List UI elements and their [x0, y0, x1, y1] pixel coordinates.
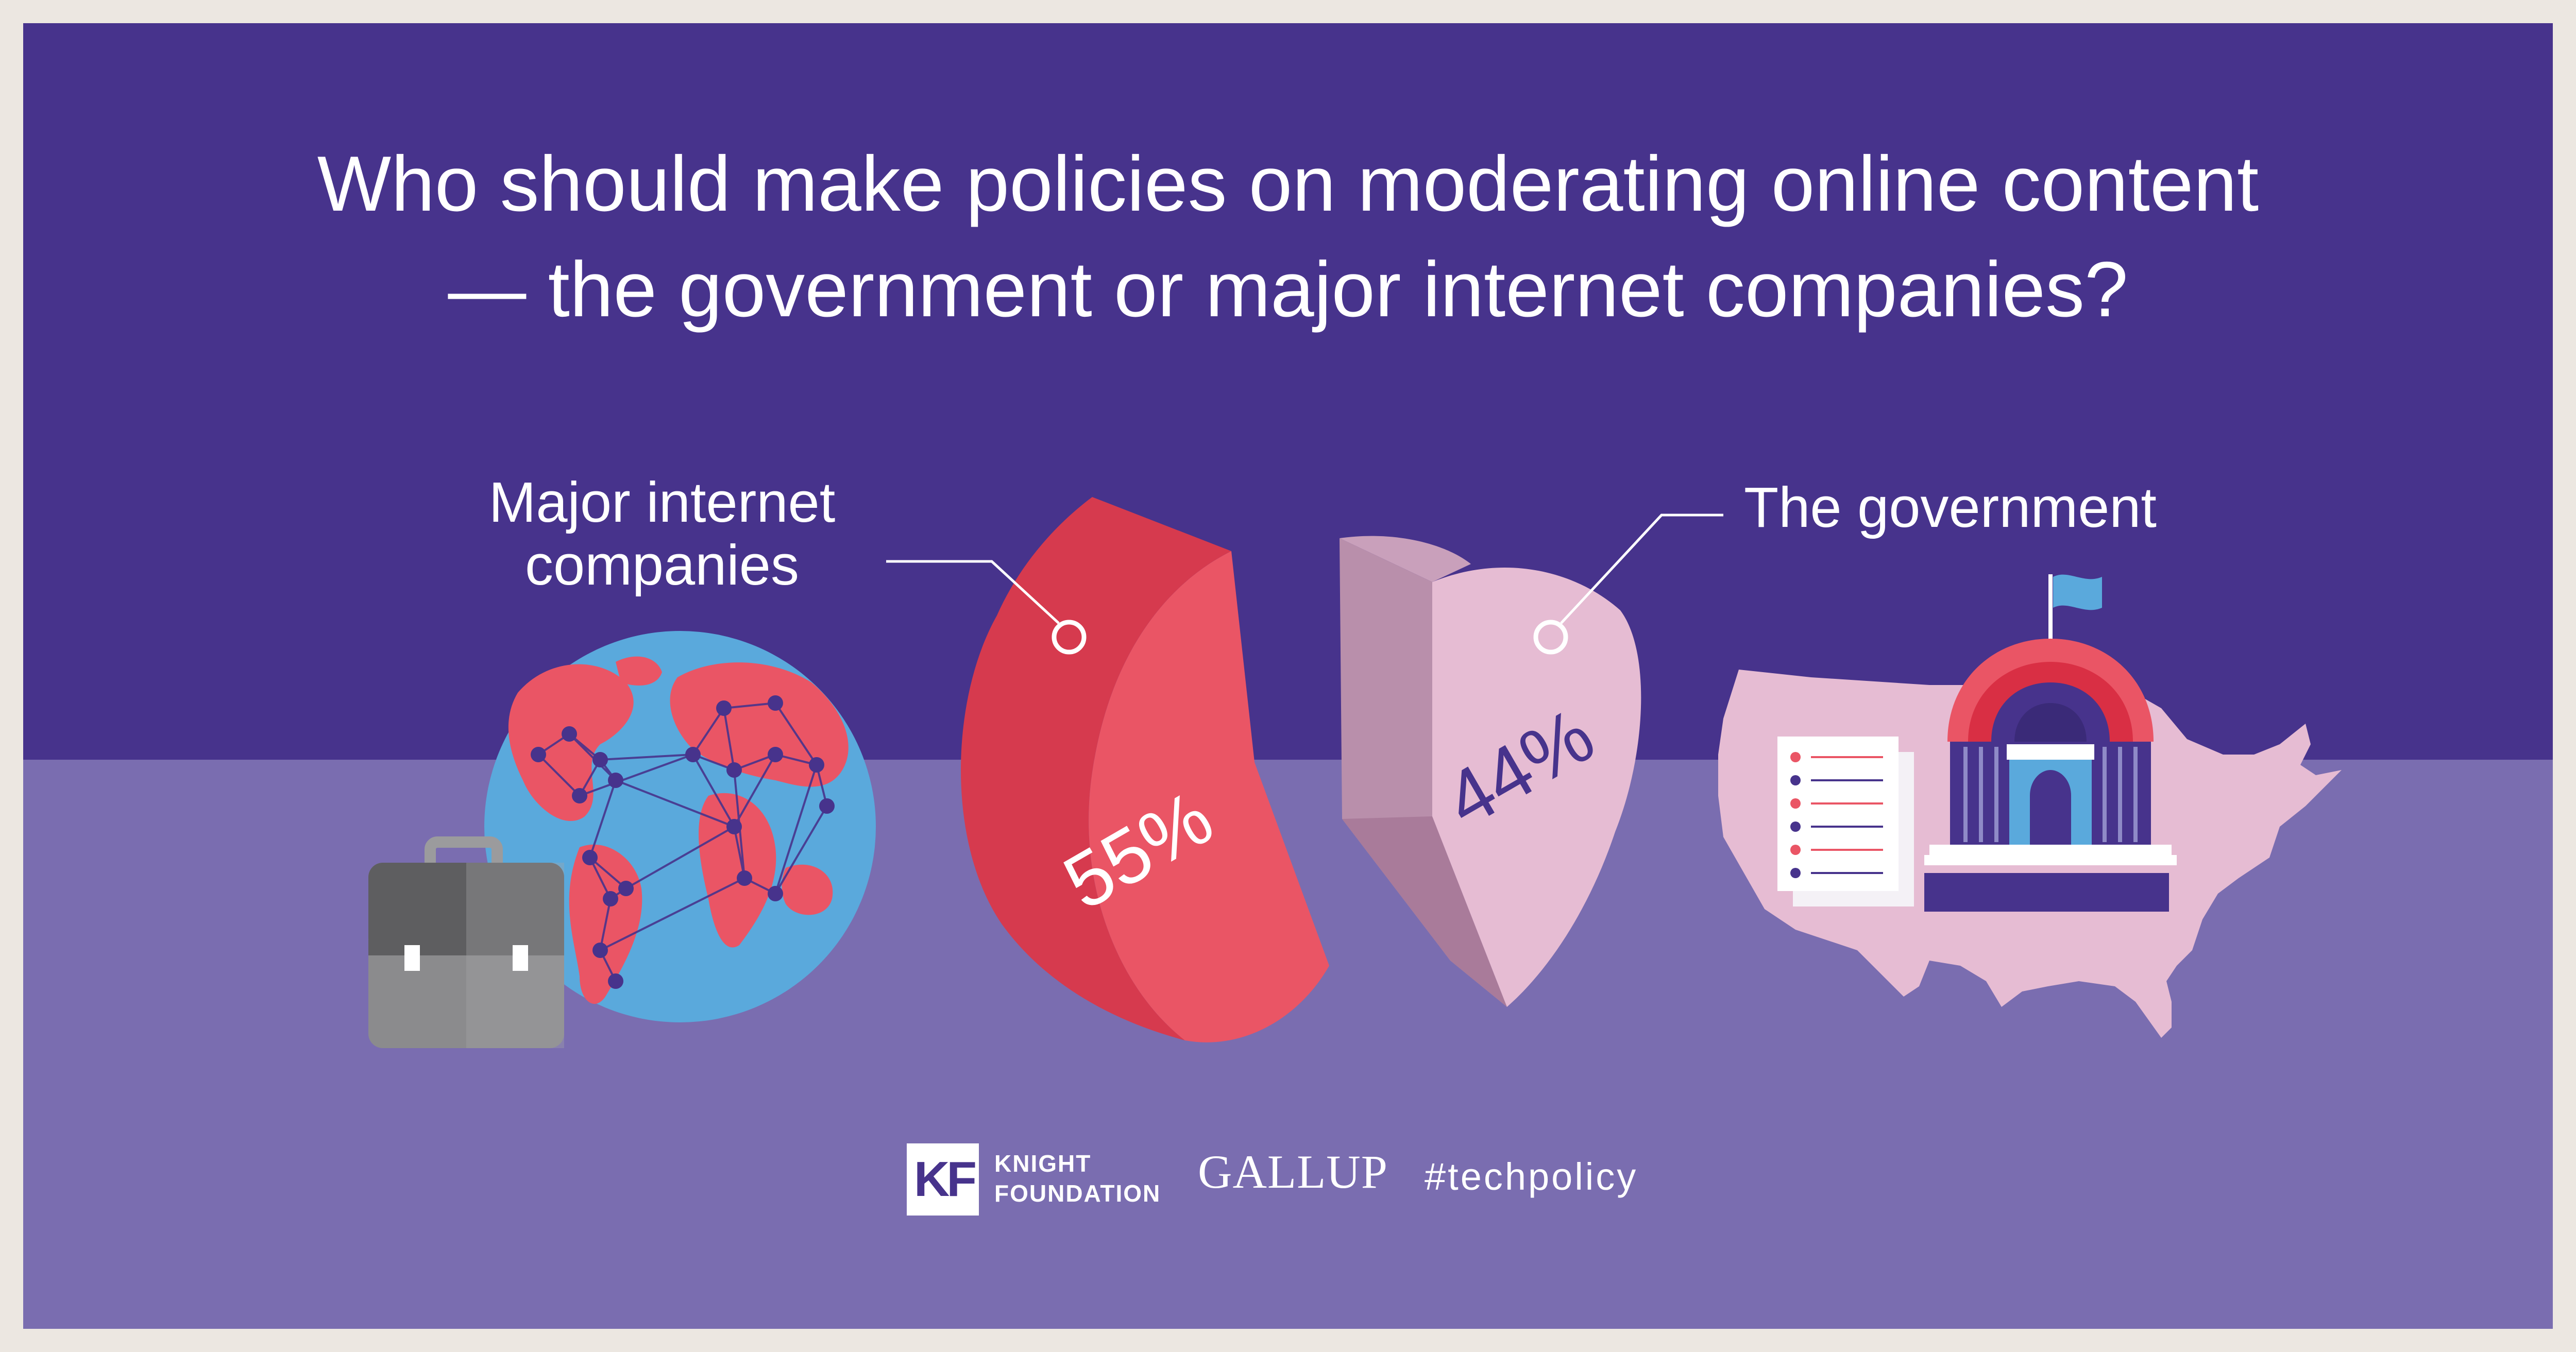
leader-line-government — [1560, 514, 1723, 624]
pie-slice-government — [1340, 536, 1641, 1007]
title-line-1: Who should make policies on moderating o… — [317, 140, 2259, 228]
top-background — [23, 23, 2553, 760]
label-major-internet-companies: Major internet companies — [488, 471, 836, 597]
leader-line-companies — [886, 560, 1060, 624]
label-the-government: The government — [1744, 476, 2157, 539]
knight-foundation-wordmark: KNIGHT FOUNDATION — [994, 1150, 1161, 1207]
infographic-frame: Who should make policies on moderating o… — [23, 23, 2553, 1329]
flag-icon — [2053, 574, 2102, 610]
hashtag: #techpolicy — [1425, 1155, 1638, 1198]
briefcase-icon — [368, 836, 564, 1048]
pie-slice-companies — [961, 497, 1329, 1042]
gallup-logo: GALLUP — [1198, 1145, 1388, 1198]
chart-illustration: 55% 44% — [368, 497, 2342, 1048]
kf-logo-mark: KF — [914, 1152, 977, 1207]
title-line-2: — the government or major internet compa… — [448, 246, 2128, 333]
chart-title: Who should make policies on moderating o… — [23, 131, 2553, 343]
knight-foundation-logo: KF — [907, 1143, 979, 1216]
globe-network-icon — [484, 631, 876, 1022]
government-building-icon — [1924, 574, 2177, 912]
document-list-icon — [1777, 737, 1914, 906]
